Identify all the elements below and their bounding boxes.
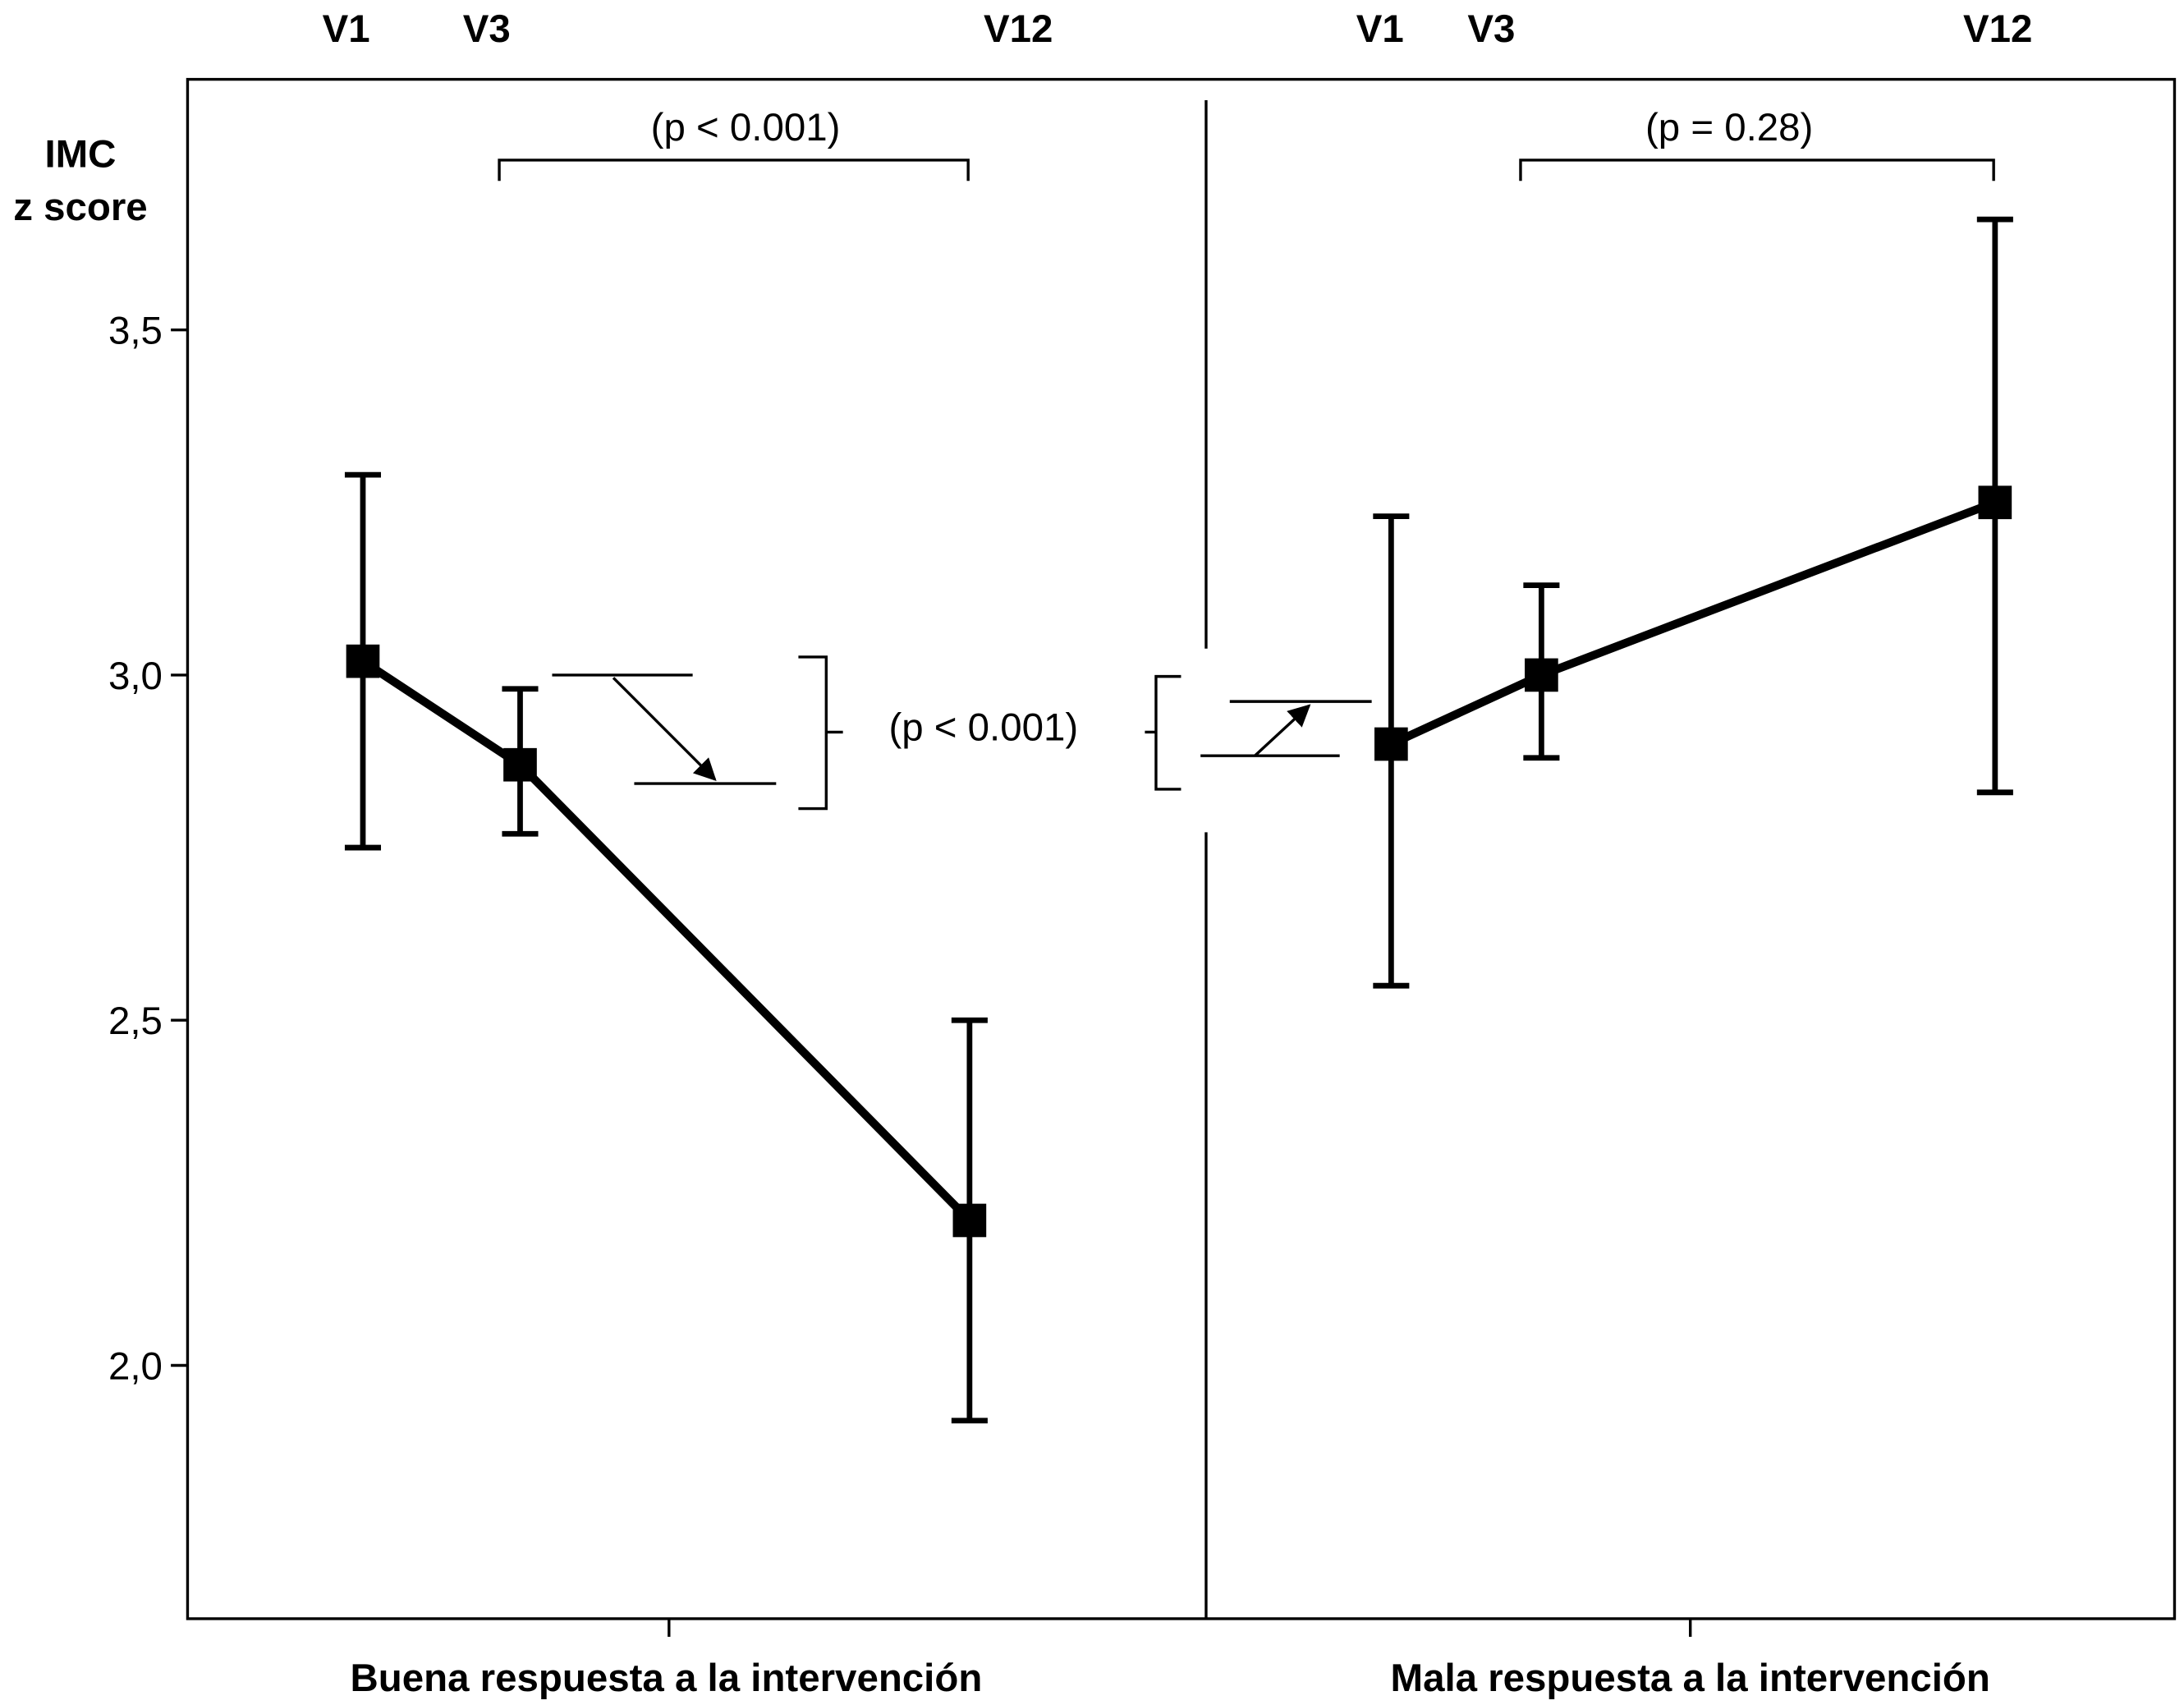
plot-frame — [186, 77, 2177, 1637]
p-value-mala: (p = 0.28) — [1645, 106, 1813, 149]
data-point — [1374, 727, 1408, 761]
p-value-between-groups: (p < 0.001) — [888, 706, 1078, 750]
data-point — [1978, 485, 2012, 520]
visit-labels: V1 V3 V12 V1 V3 V12 — [323, 7, 2033, 51]
visit-label: V1 — [323, 7, 370, 51]
y-tick-label: 2,0 — [108, 1344, 163, 1388]
data-marks — [344, 216, 2013, 1424]
group-bracket — [798, 655, 828, 811]
y-tick-label: 2,5 — [108, 1000, 163, 1043]
data-point — [952, 1203, 987, 1238]
increase-arrow — [1254, 704, 1311, 757]
comparison-bracket — [498, 159, 970, 182]
y-axis-ticks: 2,0 2,5 3,0 3,5 — [108, 310, 188, 1388]
annotations — [498, 159, 1995, 811]
visit-label: V12 — [1963, 7, 2032, 51]
comparison-bracket — [1519, 159, 1995, 182]
plot-border — [186, 77, 2177, 1620]
y-axis-label-line2: z score — [13, 186, 147, 229]
x-label-buena: Buena respuesta a la intervención — [351, 1657, 983, 1700]
visit-label: V3 — [463, 7, 511, 51]
visit-label: V3 — [1467, 7, 1515, 51]
data-point — [503, 747, 537, 782]
series-line-0 — [360, 657, 973, 1224]
decrease-arrow — [612, 677, 717, 781]
data-point — [1525, 658, 1558, 692]
p-value-buena: (p < 0.001) — [651, 106, 841, 149]
y-tick-label: 3,0 — [108, 655, 163, 698]
y-tick-label: 3,5 — [108, 310, 163, 353]
visit-label: V12 — [984, 7, 1053, 51]
data-point — [346, 644, 380, 678]
visit-label: V1 — [1356, 7, 1404, 51]
x-label-mala: Mala respuesta a la intervención — [1391, 1657, 1990, 1700]
y-axis-label-line1: IMC — [44, 132, 116, 176]
series-line-1 — [1389, 499, 1997, 748]
group-bracket — [1154, 674, 1181, 791]
